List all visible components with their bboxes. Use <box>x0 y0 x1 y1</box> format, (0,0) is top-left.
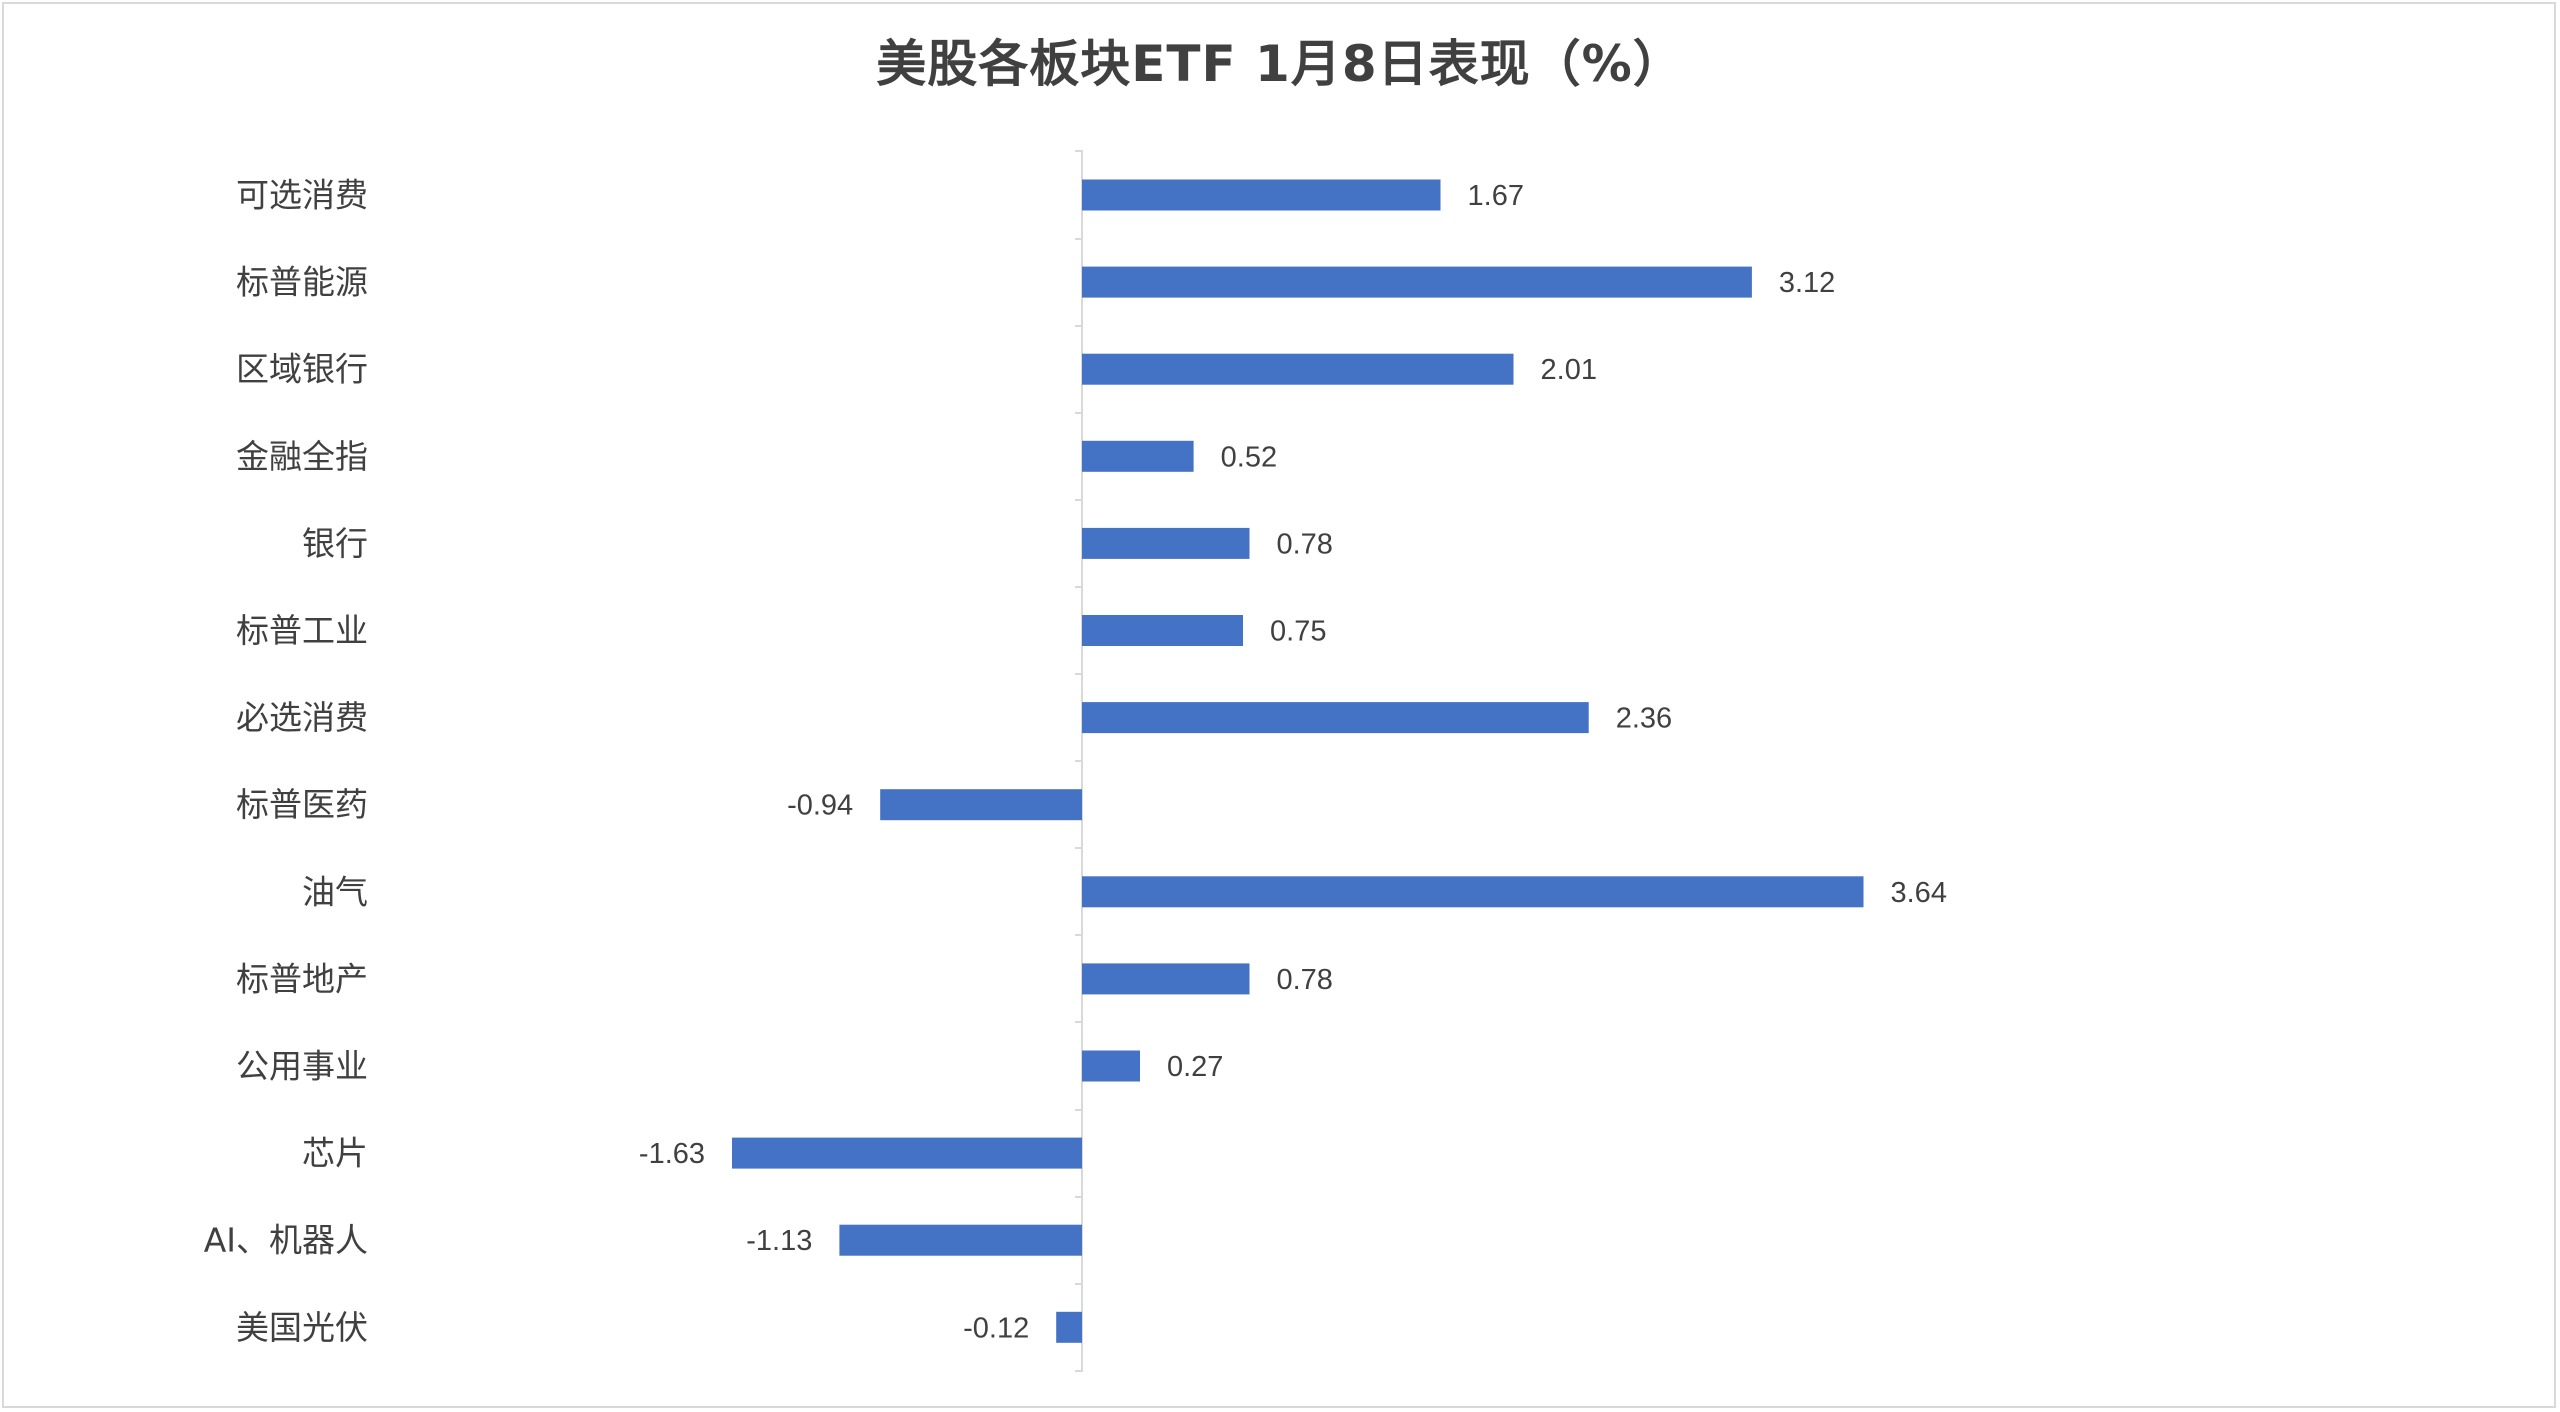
data-label: 3.12 <box>1779 267 1835 299</box>
bar <box>1082 615 1243 646</box>
bar <box>1082 963 1250 995</box>
category-label: 金融全指 <box>236 437 368 476</box>
bar <box>1082 1050 1140 1082</box>
bar <box>1082 876 1864 908</box>
data-label: 2.36 <box>1616 703 1672 735</box>
category-label: 必选消费 <box>236 698 368 737</box>
data-label: 3.64 <box>1891 877 1947 909</box>
bar <box>1082 266 1752 298</box>
category-label: 标普医药 <box>236 785 368 824</box>
category-label: 公用事业 <box>236 1047 368 1086</box>
category-label: 标普能源 <box>236 263 368 302</box>
chart-title: 美股各板块ETF 1月8日表现（%） <box>876 35 1684 93</box>
category-label: 标普工业 <box>236 611 368 650</box>
data-label: -1.13 <box>746 1225 812 1257</box>
data-label: -0.94 <box>787 790 853 822</box>
bar <box>1082 527 1250 559</box>
data-label: 0.52 <box>1221 441 1277 473</box>
data-label: -0.12 <box>963 1312 1029 1344</box>
category-label: 油气 <box>302 872 368 911</box>
category-label: 芯片 <box>302 1134 368 1173</box>
data-label: 0.27 <box>1167 1051 1223 1083</box>
bar <box>1082 353 1514 385</box>
bar <box>732 1137 1082 1169</box>
data-label: -1.63 <box>639 1138 705 1170</box>
category-label: 银行 <box>302 524 368 563</box>
bar <box>1056 1311 1082 1343</box>
data-label: 0.75 <box>1270 616 1326 648</box>
data-label: 0.78 <box>1276 964 1332 996</box>
category-label: AI、机器人 <box>204 1221 368 1260</box>
category-label: 美国光伏 <box>236 1308 368 1347</box>
data-label: 1.67 <box>1468 180 1524 212</box>
bar <box>1082 179 1441 211</box>
category-label: 区域银行 <box>236 350 368 389</box>
bar <box>1082 440 1194 472</box>
bar <box>1082 702 1589 734</box>
bar <box>839 1224 1082 1256</box>
category-label: 标普地产 <box>236 959 368 998</box>
category-label: 可选消费 <box>236 176 368 215</box>
data-label: 2.01 <box>1541 354 1597 386</box>
bar <box>880 789 1082 821</box>
data-label: 0.78 <box>1276 528 1332 560</box>
